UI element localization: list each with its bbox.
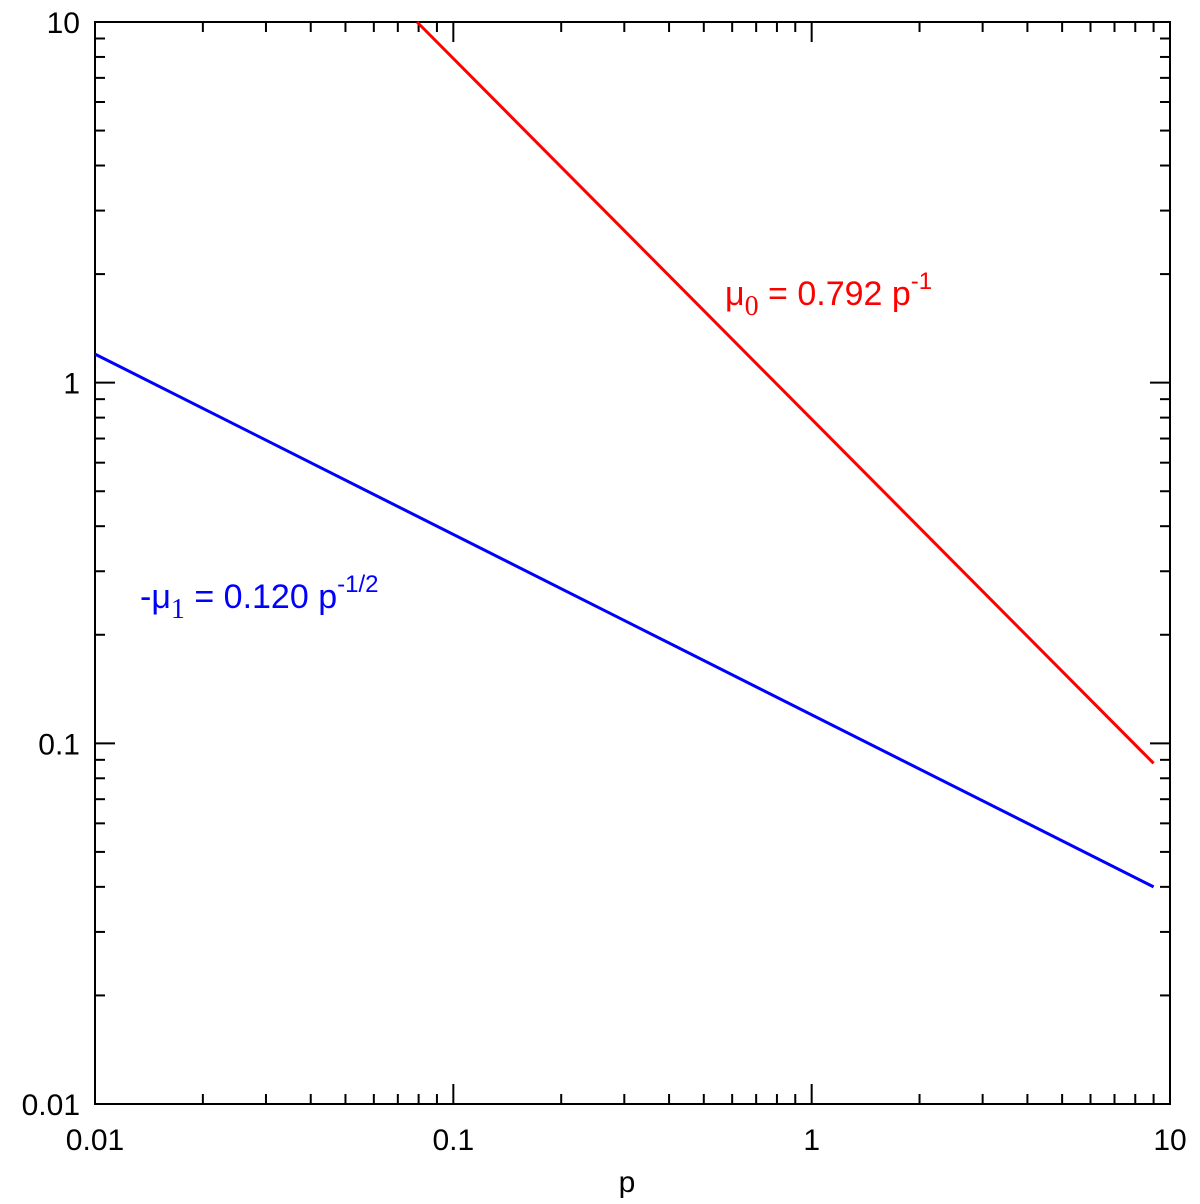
annotation-sub: 1 [171,594,185,625]
annotation: μ0 = 0.792 p-1 [725,268,932,322]
annotation-sup: -1 [911,268,932,295]
annotation-base: -μ [140,578,171,616]
annotation-sub: 0 [745,291,759,322]
x-tick-label: 0.01 [66,1124,124,1157]
annotation-base: μ [725,275,745,313]
annotation: -μ1 = 0.120 p-1/2 [140,571,378,625]
line [94,352,1155,889]
x-tick-label: 1 [803,1124,820,1157]
x-tick-label: 0.1 [432,1124,474,1157]
y-tick-label: 1 [63,368,80,401]
annotation-text: = 0.120 p [185,578,337,616]
line [415,20,1155,765]
y-tick-label: 0.01 [22,1089,80,1122]
annotation-text: = 0.792 p [759,275,911,313]
x-tick-label: 10 [1153,1124,1186,1157]
annotation-sup: -1/2 [337,571,378,598]
plot-frame [94,21,1171,1105]
y-tick-label: 0.1 [38,728,80,761]
y-tick-label: 10 [47,7,80,40]
x-axis-label: p [619,1166,636,1199]
